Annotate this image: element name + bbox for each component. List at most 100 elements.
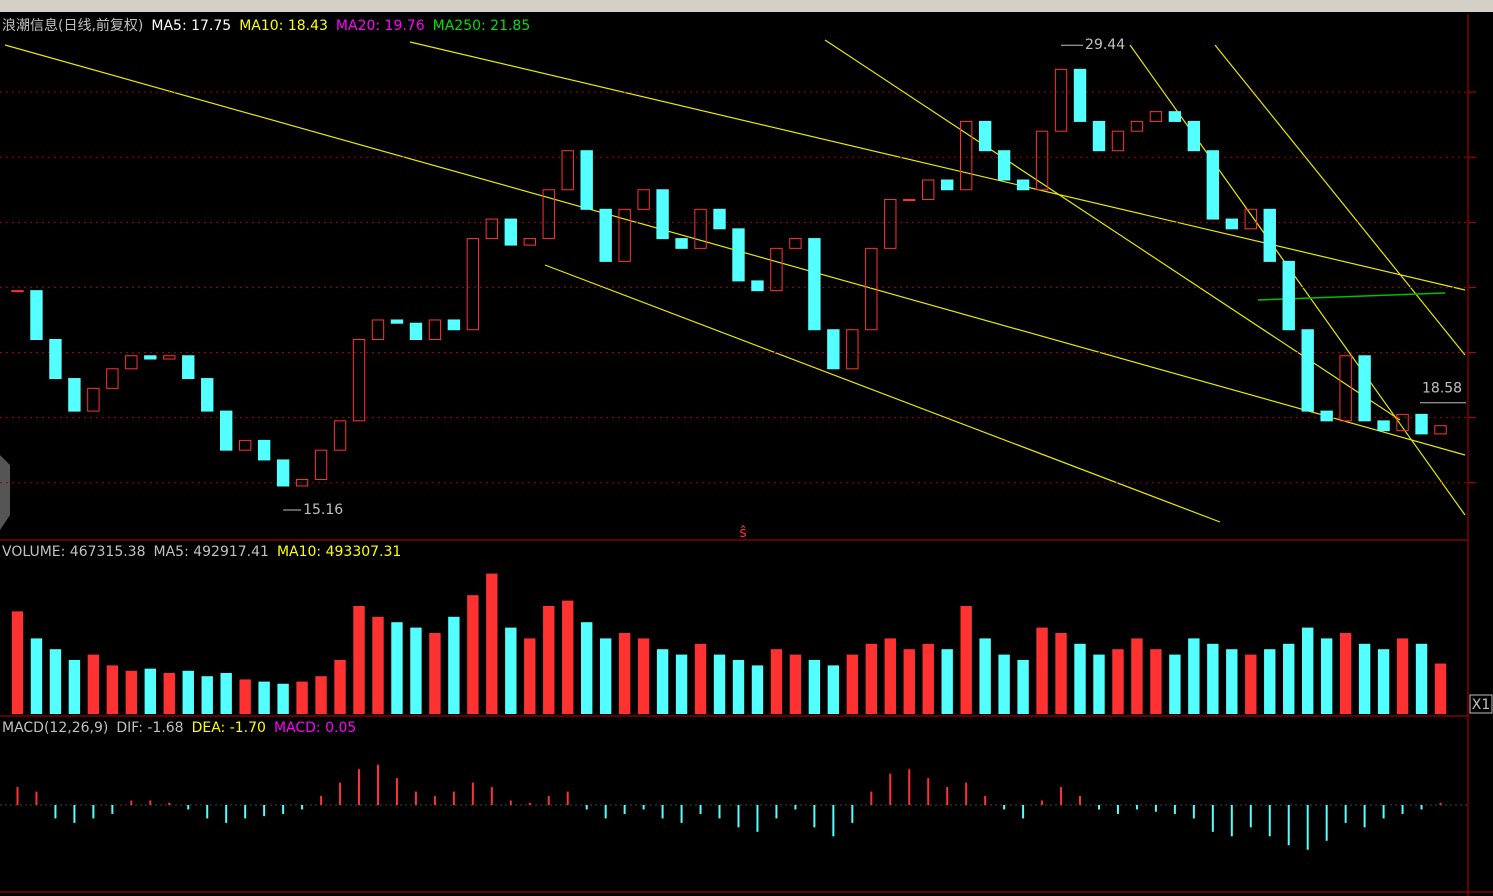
volume-bar: [1320, 638, 1333, 714]
candle: [1073, 68, 1087, 122]
volume-bar: [713, 654, 726, 714]
volume-bar: [1074, 643, 1086, 714]
candle: [428, 319, 442, 340]
volume-bar: [258, 681, 270, 714]
candle: [713, 208, 726, 230]
candle: [220, 410, 233, 451]
volume-bar: [68, 660, 81, 714]
volume-bar: [1358, 643, 1371, 714]
volume-bar: [372, 616, 384, 714]
candle: [599, 208, 612, 262]
volume-bar: [903, 649, 915, 714]
panel-label: 浪潮信息(日线,前复权): [2, 17, 143, 34]
candle: [87, 387, 100, 412]
panel-label: MACD: 0.05: [274, 720, 356, 736]
low-label: 15.16: [303, 502, 343, 518]
candle: [409, 322, 423, 340]
candle: [257, 439, 271, 461]
candle: [1016, 179, 1030, 191]
candle: [371, 319, 385, 340]
candle: [1320, 410, 1333, 422]
volume-bar: [505, 627, 517, 714]
volume-bar: [1396, 638, 1409, 714]
volume-bar: [1188, 638, 1200, 714]
candle: [675, 238, 688, 249]
volume-bar: [1339, 633, 1352, 714]
volume-bar: [1207, 643, 1219, 714]
candle: [182, 355, 195, 380]
volume-bar: [315, 676, 327, 714]
candle: [238, 439, 252, 451]
volume-bar: [467, 595, 479, 714]
candle: [580, 150, 593, 210]
volume-bar: [125, 670, 138, 714]
volume-bar: [599, 638, 612, 714]
panel-label: VOLUME: 467315.38: [2, 544, 146, 560]
volume-bar: [106, 665, 119, 714]
volume-bar: [998, 654, 1010, 714]
volume-bar: [220, 672, 232, 714]
candle: [485, 218, 499, 240]
candle: [732, 228, 745, 282]
candle: [846, 329, 859, 370]
candle: [1301, 329, 1314, 412]
volume-bar: [922, 643, 934, 714]
candle: [997, 150, 1011, 181]
candle: [694, 208, 707, 249]
volume-bar: [827, 665, 840, 714]
volume-bar: [391, 622, 403, 714]
side-handle[interactable]: [0, 455, 10, 530]
candle: [959, 120, 973, 191]
candle: [978, 120, 992, 152]
candle: [68, 378, 81, 412]
volume-bar: [1131, 638, 1143, 714]
volume-bar: [1377, 649, 1390, 714]
panel-label: MA5: 17.75: [151, 18, 231, 34]
volume-bar: [732, 660, 745, 714]
candle: [1396, 413, 1409, 432]
last-label: 18.58: [1422, 381, 1462, 397]
volume-bar: [562, 600, 574, 714]
volume-bar: [296, 681, 308, 714]
volume-bar: [1245, 654, 1257, 714]
candle: [1130, 120, 1144, 132]
volume-bar: [1017, 660, 1029, 714]
volume-bar: [675, 654, 688, 714]
volume-bar: [1093, 654, 1105, 714]
candle: [808, 238, 821, 331]
candle: [884, 199, 897, 249]
zoom-label: X1: [1472, 697, 1491, 713]
volume-bar: [1112, 649, 1124, 714]
candle: [1415, 413, 1428, 435]
candle: [865, 247, 878, 331]
volume-bar: [353, 606, 365, 714]
panel-label: MA10: 18.43: [239, 18, 328, 34]
candle: [1149, 111, 1163, 122]
volume-bar: [789, 654, 802, 714]
candle: [163, 355, 176, 360]
candle: [618, 208, 631, 262]
candle: [1339, 355, 1352, 422]
volume-bar: [1055, 633, 1067, 714]
volume-bar: [694, 643, 707, 714]
volume-bar: [334, 660, 346, 714]
candle: [125, 355, 138, 370]
candle: [1263, 208, 1276, 262]
candle: [352, 338, 366, 422]
volume-bar: [637, 638, 650, 714]
volume-bar: [1434, 663, 1447, 714]
zoom-button[interactable]: [1469, 694, 1493, 714]
volume-bar: [884, 638, 896, 714]
candle: [466, 238, 480, 331]
panel-label: DIF: -1.68: [116, 720, 183, 736]
candle: [751, 280, 764, 292]
candle: [504, 218, 517, 246]
volume-bar: [960, 606, 972, 714]
high-label: 29.44: [1085, 37, 1125, 53]
volume-bar: [581, 622, 593, 714]
volume-bar: [1264, 649, 1276, 714]
volume-bar: [144, 668, 156, 714]
candle: [201, 378, 214, 412]
candle: [1358, 355, 1371, 422]
